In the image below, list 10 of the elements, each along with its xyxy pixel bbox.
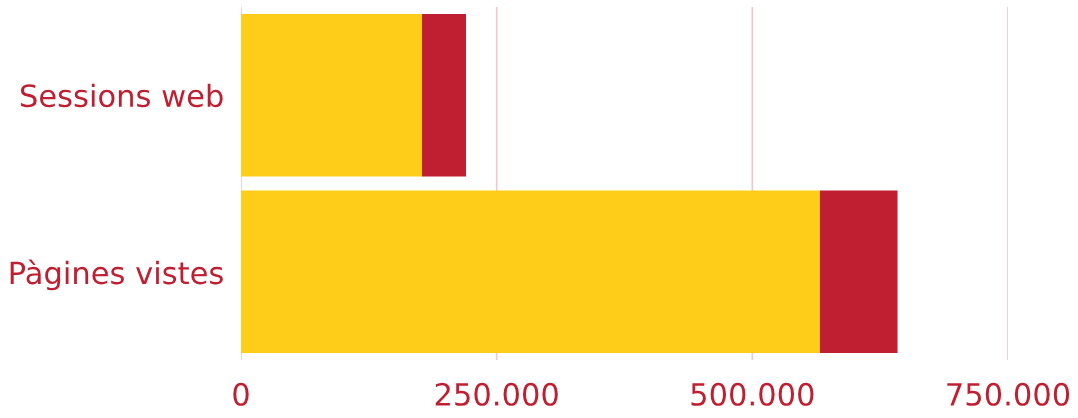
x-tick-label: 750.000 — [947, 382, 1070, 406]
y-tick-label: Sessions web — [20, 83, 223, 108]
x-tick-label: 0 — [233, 382, 249, 406]
bar — [241, 190, 820, 353]
bar — [819, 190, 898, 353]
x-tick-label: 500.000 — [691, 382, 814, 406]
bar — [241, 14, 423, 177]
bar — [422, 14, 466, 177]
x-tick-label: 250.000 — [435, 382, 558, 406]
y-tick-label: Pàgines vistes — [10, 259, 223, 291]
